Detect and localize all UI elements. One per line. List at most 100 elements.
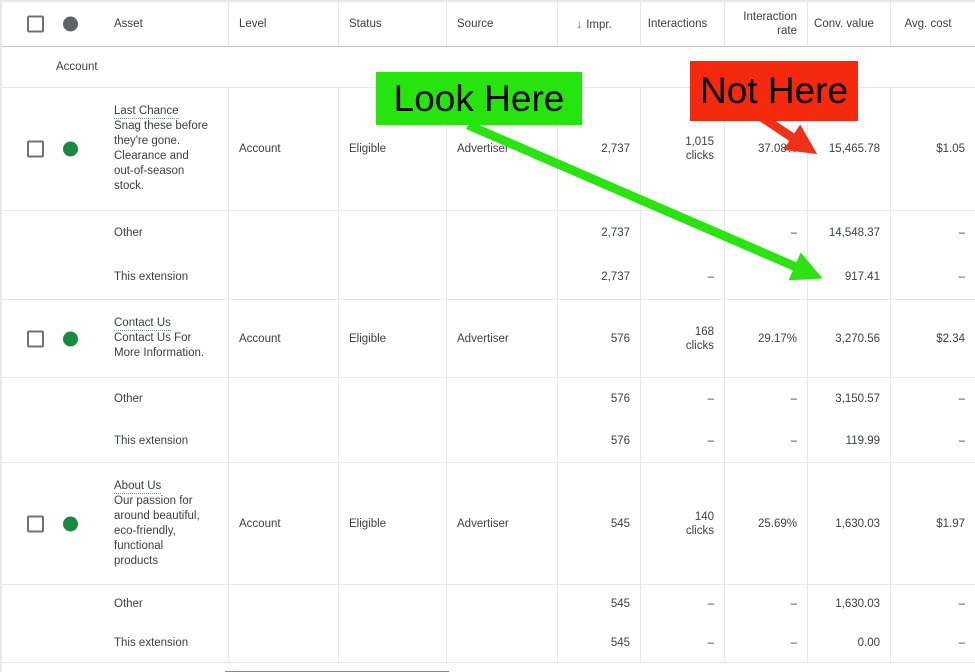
table-section: Other 2,737– –14,548.37– This extension 2,73… — [2, 211, 975, 300]
not-here-annotation: Not Here — [690, 61, 858, 121]
table-header: Asset Level Status Source ↓ Impr. Interac… — [2, 2, 975, 47]
asset-description: Our passion for around beautiful, eco-fr… — [114, 494, 200, 567]
interactions-cell: – — [640, 211, 724, 255]
breakdown-row-label: Other — [114, 227, 143, 239]
interaction-rate-cell: – — [724, 378, 807, 420]
table-section: Other 576– –3,150.57– This extension 576– –11… — [2, 378, 975, 463]
extension-breakdown-row: Other 576– –3,150.57– — [2, 378, 975, 420]
interactions-cell: – — [640, 585, 724, 624]
column-header-impressions[interactable]: ↓ Impr. — [557, 2, 640, 46]
status-dot-icon — [63, 516, 78, 531]
asset-cell: Other — [2, 211, 228, 255]
select-all-checkbox[interactable] — [27, 15, 44, 33]
extension-breakdown-row: Other 545– –1,630.03– — [2, 585, 975, 624]
asset-row: Contact Us Contact Us For More Informatio… — [2, 300, 975, 377]
interaction-rate-cell: – — [724, 211, 807, 255]
extension-breakdown-row: This extension 2,737– –917.41– — [2, 255, 975, 299]
impressions-cell: 576 — [557, 420, 640, 462]
source-cell — [446, 211, 557, 255]
source-cell — [446, 378, 557, 420]
status-dot-icon — [63, 141, 78, 157]
status-cell: Eligible — [338, 463, 446, 584]
column-header-asset[interactable]: Asset — [114, 17, 143, 30]
interactions-cell: 140 clicks — [640, 463, 724, 584]
column-header-conv-value[interactable]: Conv. value — [807, 2, 890, 46]
level-cell — [228, 420, 338, 462]
header-asset-cell: Asset — [2, 2, 228, 46]
level-cell: Account — [228, 300, 338, 377]
status-cell: Eligible — [338, 300, 446, 377]
column-header-level[interactable]: Level — [228, 2, 338, 46]
avg-cost-cell: – — [890, 623, 975, 662]
level-cell — [228, 255, 338, 299]
level-cell — [228, 623, 338, 662]
avg-cost-cell: $2.34 — [890, 300, 975, 377]
asset-text: About Us Our passion for around beautiful… — [114, 479, 208, 569]
column-header-source[interactable]: Source — [446, 2, 557, 46]
source-cell — [446, 585, 557, 624]
impressions-cell: 545 — [557, 463, 640, 584]
row-checkbox[interactable] — [27, 515, 44, 532]
avg-cost-cell: – — [890, 378, 975, 420]
table-section: About Us Our passion for around beautiful… — [2, 463, 975, 585]
column-header-avg-cost[interactable]: Avg. cost — [890, 2, 975, 46]
conv-value-cell: 0.00 — [807, 623, 890, 662]
extension-breakdown-row: This extension 545– –0.00– — [2, 623, 975, 663]
asset-text: Last Chance Snag these before they're gon… — [114, 104, 208, 194]
asset-cell: This extension — [2, 624, 228, 663]
avg-cost-cell: $1.05 — [890, 88, 975, 210]
avg-cost-cell: – — [890, 420, 975, 462]
row-checkbox[interactable] — [27, 140, 44, 158]
asset-cell: This extension — [2, 420, 228, 462]
asset-cell: Last Chance Snag these before they're gon… — [2, 88, 228, 210]
status-cell — [338, 585, 446, 624]
table-section: Contact Us Contact Us For More Informatio… — [2, 300, 975, 378]
impressions-cell: 2,737 — [557, 255, 640, 299]
asset-cell: Contact Us Contact Us For More Informatio… — [2, 300, 228, 377]
avg-cost-cell: – — [890, 211, 975, 255]
conv-value-cell: 3,270.56 — [807, 300, 890, 377]
extension-breakdown-row: This extension 576– –119.99– — [2, 420, 975, 462]
asset-cell: This extension — [2, 255, 228, 299]
asset-text: Contact Us Contact Us For More Informatio… — [114, 316, 208, 361]
conv-value-cell: 917.41 — [807, 255, 890, 299]
breakdown-row-label: This extension — [114, 636, 189, 649]
interaction-rate-cell: – — [724, 420, 807, 462]
row-checkbox[interactable] — [27, 330, 44, 347]
column-header-status[interactable]: Status — [338, 2, 446, 46]
impressions-cell: 576 — [557, 378, 640, 420]
status-cell — [338, 211, 446, 255]
level-cell — [228, 585, 338, 624]
level-cell: Account — [228, 88, 338, 210]
column-header-interactions[interactable]: Interactions — [640, 2, 724, 46]
conv-value-cell: 3,150.57 — [807, 378, 890, 420]
avg-cost-cell: $1.97 — [890, 463, 975, 584]
source-cell — [446, 623, 557, 662]
interaction-rate-cell: 29.17% — [724, 300, 807, 377]
column-header-interaction-rate[interactable]: Interaction rate — [724, 2, 807, 46]
status-cell — [338, 378, 446, 420]
conv-value-cell: 119.99 — [807, 420, 890, 462]
asset-row: About Us Our passion for around beautiful… — [2, 463, 975, 584]
account-summary-label: Account — [56, 61, 98, 73]
sort-descending-icon: ↓ — [576, 16, 583, 31]
status-dot-icon — [63, 331, 78, 346]
interaction-rate-cell: – — [724, 623, 807, 662]
breakdown-row-label: This extension — [114, 271, 189, 283]
breakdown-row-label: Other — [114, 393, 143, 405]
asset-title-link[interactable]: About Us — [114, 479, 162, 494]
source-cell: Advertiser — [446, 463, 557, 584]
asset-title-link[interactable]: Contact Us — [114, 317, 171, 331]
breakdown-row-label: This extension — [114, 435, 189, 447]
interactions-cell: – — [640, 378, 724, 420]
interactions-cell: – — [640, 255, 724, 299]
impressions-cell: 545 — [557, 585, 640, 624]
impressions-cell: 576 — [557, 300, 640, 377]
impressions-cell: 2,737 — [557, 211, 640, 255]
source-cell: Advertiser — [446, 300, 557, 377]
interactions-cell: – — [640, 623, 724, 662]
status-cell — [338, 623, 446, 662]
asset-title-link[interactable]: Last Chance — [114, 105, 179, 119]
avg-cost-cell: – — [890, 255, 975, 299]
